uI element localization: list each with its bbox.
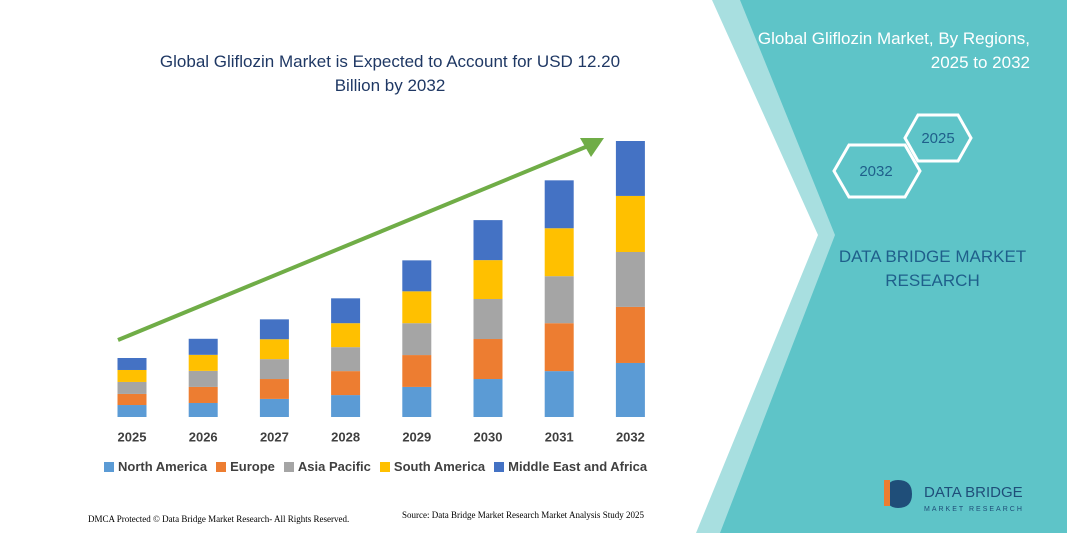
bar-segment: [615, 141, 645, 196]
legend-item: Asia Pacific: [283, 459, 371, 474]
x-tick-label: 2031: [545, 429, 574, 444]
bar-segment: [188, 402, 218, 417]
bar-segment: [544, 228, 574, 277]
bar-segment: [473, 379, 503, 417]
legend-label: Europe: [230, 459, 275, 474]
logo-name: DATA BRIDGE: [924, 484, 1023, 501]
bar-segment: [188, 338, 218, 355]
bar-segment: [117, 369, 147, 382]
arrow-head: [580, 138, 604, 157]
bar-segment: [615, 306, 645, 363]
legend-swatch: [494, 461, 505, 472]
legend-label: South America: [393, 459, 486, 474]
bar-segment: [615, 195, 645, 252]
bar-segment: [402, 355, 432, 387]
bar-segment: [615, 251, 645, 307]
bar-segment: [188, 370, 218, 387]
logo-icon: [884, 480, 890, 506]
bar-segment: [544, 323, 574, 372]
bar-segment: [259, 359, 289, 380]
legend-swatch: [104, 461, 114, 472]
logo-icon: [886, 480, 912, 508]
legend-label: North America: [118, 459, 208, 474]
footer-right: Source: Data Bridge Market Research Mark…: [402, 510, 644, 520]
footer-left: DMCA Protected © Data Bridge Market Rese…: [88, 514, 350, 524]
bar-segment: [544, 371, 574, 417]
bar-segment: [259, 379, 289, 399]
legend-swatch: [216, 461, 227, 472]
x-tick-label: 2026: [189, 429, 218, 444]
bar-segment: [331, 323, 361, 348]
bar-segment: [473, 299, 503, 340]
bar-segment: [473, 339, 503, 380]
chart-title: Global Gliflozin Market is Expected to A…: [159, 52, 621, 95]
bar-segment: [259, 339, 289, 360]
x-tick-label: 2027: [260, 429, 289, 444]
legend: North America Europe Asia Pacific South Ame…: [104, 459, 647, 474]
bar-segment: [259, 319, 289, 340]
bar-segment: [188, 354, 218, 371]
bar-segment: [544, 180, 574, 229]
logo-tagline: MARKET RESEARCH: [924, 506, 1024, 513]
brand-text: DATA BRIDGE MARKET RESEARCH: [838, 247, 1027, 290]
legend-label: Middle East and Africa: [508, 459, 648, 474]
hexagon: [903, 113, 973, 163]
bar-segment: [259, 398, 289, 417]
bar-segment: [117, 393, 147, 406]
bar-segment: [117, 405, 147, 417]
legend-item: North America: [104, 459, 207, 474]
panel-background: [720, 0, 1067, 533]
bar-segment: [544, 276, 574, 324]
bar-segment: [188, 386, 218, 403]
legend-label: Asia Pacific: [297, 459, 371, 474]
bar-segment: [331, 298, 361, 324]
bar-segment: [331, 347, 361, 372]
bar-segment: [402, 260, 432, 292]
legend-item: Middle East and Africa: [494, 459, 647, 474]
bar-segment: [117, 381, 147, 394]
bar-segment: [402, 386, 432, 417]
trend-arrow: [117, 144, 589, 342]
hexagon-label: 2032: [859, 163, 892, 180]
bar-segment: [473, 220, 503, 261]
bar-segment: [615, 362, 645, 417]
x-tick-label: 2030: [474, 429, 503, 444]
x-tick-label: 2025: [118, 429, 147, 444]
bar-segment: [402, 291, 432, 324]
bar-segment: [473, 260, 503, 300]
x-tick-label: 2029: [402, 429, 431, 444]
x-tick-label: 2028: [331, 429, 360, 444]
bar-segment: [331, 395, 361, 417]
legend-swatch: [283, 461, 294, 472]
hexagon-label: 2025: [921, 130, 954, 147]
hexagon: [832, 143, 922, 199]
panel-title: Global Gliflozin Market, By Regions, 202…: [757, 29, 1030, 72]
bar-segment: [331, 371, 361, 396]
bar-segment: [117, 358, 147, 370]
legend-item: Europe: [216, 459, 275, 474]
x-tick-label: 2032: [616, 429, 645, 444]
legend-swatch: [379, 461, 390, 472]
bar-segment: [402, 323, 432, 356]
legend-item: South America: [379, 459, 486, 474]
